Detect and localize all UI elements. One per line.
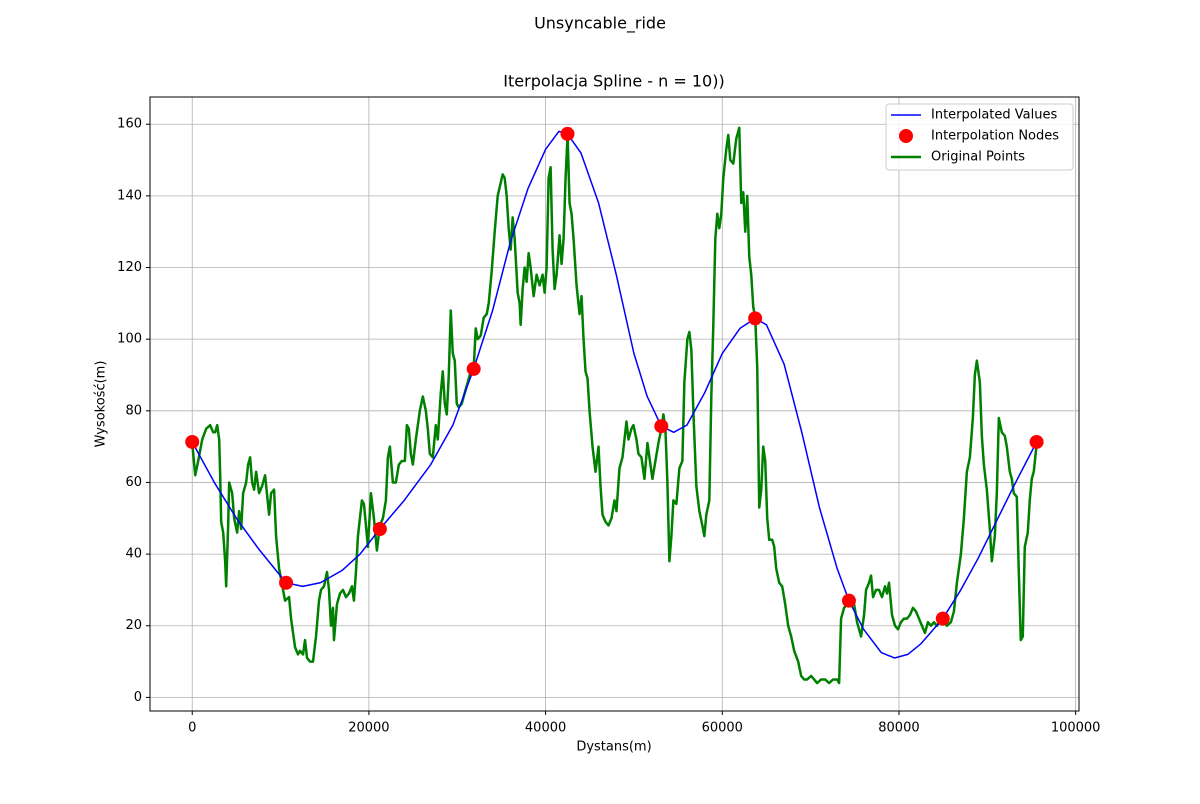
node-point [560,126,575,141]
legend-label: Original Points [931,150,1025,165]
y-axis-label: Wysokość(m) [94,361,109,448]
x-tick-label: 100000 [1051,721,1101,736]
x-axis-label: Dystans(m) [576,740,651,755]
x-tick-label: 60000 [702,721,743,736]
y-tick-label: 0 [134,690,142,705]
y-tick-label: 40 [125,547,142,562]
node-point [279,575,294,590]
legend-label: Interpolated Values [931,108,1057,123]
x-tick-label: 20000 [348,721,389,736]
legend-marker [899,129,913,143]
node-point [935,611,950,626]
legend-box [885,103,1074,171]
x-tick-label: 0 [188,721,196,736]
suptitle: Unsyncable_ride [534,14,666,34]
node-point [1029,434,1044,449]
y-tick-label: 140 [117,188,142,203]
y-tick-label: 160 [117,117,142,132]
y-tick-label: 20 [125,618,142,633]
node-point [372,522,387,537]
node-point [654,419,669,434]
series-line [191,130,1038,659]
x-tick-label: 80000 [878,721,919,736]
node-point [185,434,200,449]
node-point [466,361,481,376]
y-tick-label: 100 [117,332,142,347]
y-tick-label: 60 [125,475,142,490]
node-point [841,593,856,608]
plot-frame [149,96,1080,712]
chart-title: Iterpolacja Spline - n = 10)) [503,72,724,91]
node-point [748,311,763,326]
y-tick-label: 120 [117,260,142,275]
legend-label: Interpolation Nodes [931,129,1059,144]
x-tick-label: 40000 [525,721,566,736]
y-tick-label: 80 [125,403,142,418]
series-line [190,126,1039,685]
